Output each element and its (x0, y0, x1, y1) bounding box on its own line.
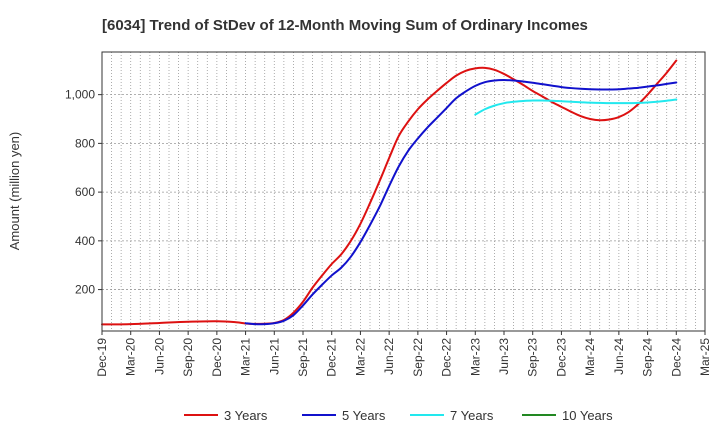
y-tick-label: 200 (75, 283, 95, 297)
x-tick-label: Mar-24 (583, 338, 597, 376)
x-tick-label: Mar-22 (353, 338, 367, 376)
x-tick-label: Mar-25 (698, 338, 712, 376)
plot-area (102, 52, 705, 331)
series-lines (101, 59, 678, 326)
x-tick-label: Sep-21 (296, 338, 310, 377)
legend-label-10-years: 10 Years (562, 408, 613, 423)
x-tick-label: Mar-21 (239, 338, 253, 376)
x-tick-label: Sep-23 (526, 338, 540, 377)
x-tick-label: Dec-22 (440, 338, 454, 377)
x-tick-label: Mar-20 (124, 338, 138, 376)
legend-label-5-years: 5 Years (342, 408, 386, 423)
x-tick-label: Dec-24 (669, 338, 683, 377)
x-tick-label: Jun-22 (382, 338, 396, 375)
plot-border (101, 51, 706, 332)
x-tick-label: Sep-24 (641, 338, 655, 377)
x-tick-label: Dec-19 (95, 338, 109, 377)
legend-label-3-years: 3 Years (224, 408, 268, 423)
y-tick-label: 1,000 (65, 88, 95, 102)
x-tick-label: Jun-24 (612, 338, 626, 375)
x-axis-ticks: Dec-19 Mar-20 Jun-20 Sep-20 Dec-20 Mar-21 Jun-… (95, 331, 712, 377)
x-tick-label: Dec-23 (554, 338, 568, 377)
x-tick-label: Mar-23 (468, 338, 482, 376)
series-line-5-years (244, 79, 678, 326)
x-tick-label: Sep-22 (411, 338, 425, 377)
x-tick-label: Jun-23 (497, 338, 511, 375)
x-tick-label: Dec-20 (210, 338, 224, 377)
x-tick-label: Sep-20 (181, 338, 195, 377)
x-tick-label: Jun-21 (267, 338, 281, 375)
y-axis-ticks: 200 400 600 800 1,000 (65, 88, 102, 297)
x-tick-label: Jun-20 (152, 338, 166, 375)
y-tick-label: 800 (75, 136, 95, 150)
y-axis-label: Amount (million yen) (7, 132, 22, 251)
y-tick-label: 400 (75, 234, 95, 248)
x-tick-label: Dec-21 (325, 338, 339, 377)
legend-label-7-years: 7 Years (450, 408, 494, 423)
y-tick-label: 600 (75, 185, 95, 199)
grid-lines (102, 52, 705, 331)
series-line-7-years (474, 98, 678, 116)
legend: 3 Years 5 Years 7 Years 10 Years (184, 408, 613, 423)
chart-title: [6034] Trend of StDev of 12-Month Moving… (102, 17, 588, 34)
